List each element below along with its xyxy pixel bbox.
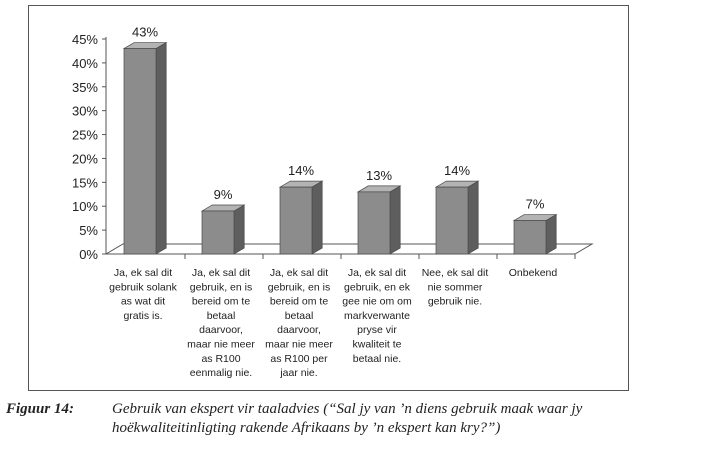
y-tick-label: 25% <box>72 128 98 143</box>
bar-side <box>545 213 557 255</box>
y-tick-label: 45% <box>72 32 98 47</box>
data-label: 13% <box>366 168 392 183</box>
x-category-label: Nee, ek sal dit <box>422 267 489 279</box>
bar-side <box>467 180 479 255</box>
x-category-label: as R100 per <box>270 353 328 365</box>
x-category-label: Ja, ek sal dit <box>114 267 172 279</box>
x-category-label: daarvoor, <box>277 324 321 336</box>
data-label: 14% <box>288 163 314 178</box>
x-category-label: Ja, ek sal dit <box>192 267 250 279</box>
chart-frame: 0% 5% 10% 15% 20% 25% 30% 35% 40% 45% 43% Ja, ek sa… <box>28 5 629 391</box>
y-tick-label: 15% <box>72 175 98 190</box>
x-category-label: markverwante <box>344 310 410 322</box>
x-category-label: jaar nie. <box>279 367 317 379</box>
x-category-label: gebruik solank <box>109 281 177 293</box>
figure-label: Figuur 14: <box>6 401 74 417</box>
x-category-label: bereid om te <box>192 296 251 308</box>
y-tick-label: 35% <box>72 80 98 95</box>
x-category-label: nie sommer <box>428 281 483 293</box>
x-category-label: gratis is. <box>123 310 162 322</box>
x-category-label: Ja, ek sal dit <box>270 267 328 279</box>
x-category-label: gebruik, en is <box>268 281 330 293</box>
bar-chart: 0% 5% 10% 15% 20% 25% 30% 35% 40% 45% 43% Ja, ek sa… <box>72 25 594 379</box>
bar <box>357 191 391 255</box>
y-tick-label: 40% <box>72 56 98 71</box>
x-category-label: Ja, ek sal dit <box>348 267 406 279</box>
x-category-label: bereid om te <box>270 296 329 308</box>
data-label: 9% <box>214 187 233 202</box>
x-category-label: gebruik nie. <box>428 296 482 308</box>
y-tick-label: 20% <box>72 151 98 166</box>
x-category-label: betaal nie. <box>353 353 401 365</box>
bar-side <box>311 180 323 255</box>
data-label: 43% <box>132 25 158 40</box>
bar-side <box>233 204 245 255</box>
x-category-label: as R100 <box>201 353 240 365</box>
x-category-label: betaal <box>207 310 236 322</box>
x-category-label: pryse vir <box>357 324 397 336</box>
data-label: 7% <box>526 197 545 212</box>
x-category-label: kwaliteit te <box>352 339 401 351</box>
bar-side <box>155 41 167 255</box>
x-category-label: eenmalig nie. <box>190 367 252 379</box>
x-category-label: maar nie meer <box>187 339 255 351</box>
bar <box>513 220 547 255</box>
bar <box>201 210 235 255</box>
y-tick-label: 5% <box>79 223 98 238</box>
y-tick-label: 10% <box>72 199 98 214</box>
x-category-label: as wat dit <box>121 296 165 308</box>
x-category-label: gee nie om om <box>342 296 412 308</box>
x-category-label: gebruik, en is <box>190 281 252 293</box>
bar <box>435 186 469 255</box>
bar-side <box>389 185 401 255</box>
bar <box>279 186 313 255</box>
data-label: 14% <box>444 163 470 178</box>
x-category-label: Onbekend <box>509 267 558 279</box>
y-tick-label: 30% <box>72 104 98 119</box>
x-category-label: betaal <box>285 310 314 322</box>
x-category-label: gebruik, en ek <box>344 281 411 293</box>
bar <box>123 48 157 255</box>
figure-caption-text: Gebruik van ekspert vir taaladvies (“Sal… <box>112 401 583 436</box>
x-category-label: daarvoor, <box>199 324 243 336</box>
x-category-label: maar nie meer <box>265 339 333 351</box>
y-tick-label: 0% <box>79 247 98 262</box>
